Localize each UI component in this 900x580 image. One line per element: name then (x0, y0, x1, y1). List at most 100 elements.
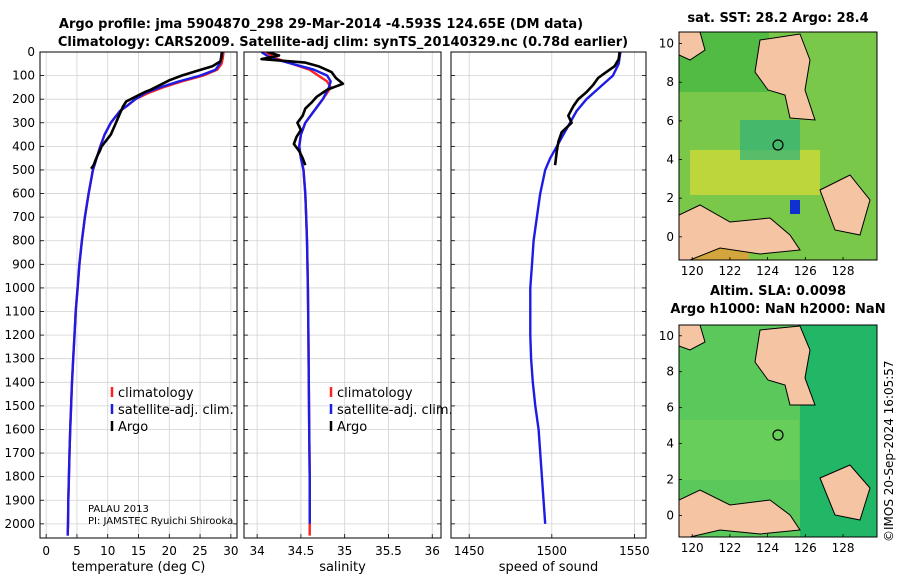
legend-label-argo: Argo (337, 420, 367, 435)
speed-of-sound-xtick-label: 1500 (537, 544, 568, 558)
salinity-xtick-label: 34.5 (288, 544, 315, 558)
temperature-series-argo (90, 52, 224, 170)
sst-map-lon-label: 126 (794, 264, 817, 278)
temperature-xtick-label: 5 (73, 544, 81, 558)
sla-map-lat-label: 4 (666, 437, 674, 451)
temperature-axes-box (39, 51, 238, 539)
sla-map-argo-marker (772, 429, 784, 441)
sla-map-lon-label: 126 (794, 541, 817, 555)
depth-tick-label: 1400 (4, 375, 35, 389)
sound-speed-xlabel: speed of sound (499, 560, 599, 575)
sst-map-panel: sat. SST: 28.2 Argo: 28.4 120 122 124 126 12… (659, 11, 878, 278)
depth-tick-label: 1300 (4, 352, 35, 366)
sst-map-lon-label: 124 (756, 264, 779, 278)
salinity-axes-box (243, 51, 442, 539)
sound-speed-plot-area (451, 52, 646, 538)
sla-map-lat-label: 0 (666, 508, 674, 522)
speed-of-sound-xtick-label: 1550 (619, 544, 650, 558)
depth-tick-label: 300 (12, 116, 35, 130)
sla-map-title-line-1: Altim. SLA: 0.0098 (710, 284, 846, 299)
sst-map-argo-marker (772, 139, 784, 151)
speed-of-sound-xtick-label: 1450 (454, 544, 485, 558)
temperature-xtick-label: 0 (42, 544, 50, 558)
sla-map-land-mindanao (754, 325, 816, 406)
salinity-xtick-label: 35.5 (375, 544, 402, 558)
sla-map-land-sulawesi (679, 489, 801, 537)
sst-map-lon-label: 120 (681, 264, 704, 278)
imos-credit: ©IMOS 20-Sep-2024 16:05:57 (882, 360, 896, 542)
platform-note-line2: PI: JAMSTEC Ryuichi Shirooka (88, 516, 233, 527)
sst-map-cool-spot (740, 120, 800, 160)
temperature-xlabel: temperature (deg C) (72, 560, 206, 575)
temperature-xtick-label: 20 (162, 544, 177, 558)
sla-map-land-halmahera (819, 464, 871, 521)
sla-map-light-region (679, 420, 799, 480)
sst-map-lat-label: 8 (666, 75, 674, 89)
salinity-series-argo (260, 52, 345, 166)
temperature-xtick-label: 10 (100, 544, 115, 558)
salinity-xlabel: salinity (319, 560, 366, 575)
legend-label-satellite: satellite-adj. clim. (337, 403, 453, 418)
sla-map-lon-label: 122 (718, 541, 741, 555)
temperature-series-satellite-adj-clim (66, 52, 223, 536)
temperature-panel: 0 5 10 15 20 25 300100200300400500600700800900… (4, 45, 238, 575)
sst-map-blue-pixel (790, 200, 800, 214)
speed-of-sound-series-satellite-adj-clim (529, 52, 622, 524)
depth-tick-label: 1900 (4, 493, 35, 507)
sla-map-lat-label: 2 (666, 473, 674, 487)
sla-map-lat-label: 6 (666, 401, 674, 415)
depth-tick-label: 1500 (4, 399, 35, 413)
sla-map-frame (678, 324, 878, 538)
sst-map-land-corner (679, 32, 706, 61)
sound-speed-axes-box (450, 51, 647, 539)
sla-map-title-line-2: Argo h1000: NaN h2000: NaN (670, 302, 885, 317)
sst-map-lon-label: 128 (832, 264, 855, 278)
platform-note-line1: PALAU 2013 (88, 504, 149, 515)
depth-tick-label: 400 (12, 139, 35, 153)
depth-tick-label: 900 (12, 257, 35, 271)
sst-map-land-mindanao (754, 33, 816, 121)
sla-map-lon-label: 124 (756, 541, 779, 555)
salinity-grid (244, 51, 441, 538)
title-line-2: Climatology: CARS2009. Satellite-adj cli… (58, 35, 628, 50)
salinity-xtick-label: 35 (337, 544, 352, 558)
sst-map-lat-label: 2 (666, 191, 674, 205)
temperature-xtick-label: 30 (223, 544, 238, 558)
depth-tick-label: 100 (12, 69, 35, 83)
sound-speed-panel: 1450 1500 1550 speed of sound (450, 51, 650, 575)
temperature-grid (40, 51, 237, 538)
sst-map-lat-label: 10 (659, 37, 674, 51)
salinity-xtick-label: 34 (249, 544, 264, 558)
legend-label-argo: Argo (118, 420, 148, 435)
depth-tick-label: 600 (12, 187, 35, 201)
legend-temperature: climatology satellite-adj. clim. Argo (110, 386, 234, 435)
salinity-panel: 34 34.5 35 35.5 36 salinity climatology sate… (243, 51, 453, 575)
sla-map-lat-label: 10 (659, 329, 674, 343)
sst-map-lat-label: 0 (666, 230, 674, 244)
title-line-1: Argo profile: jma 5904870_298 29-Mar-201… (59, 17, 583, 32)
sla-map-lon-label: 128 (832, 541, 855, 555)
salinity-plot-area (244, 52, 441, 538)
sla-map-lat-label: 8 (666, 365, 674, 379)
depth-tick-label: 200 (12, 92, 35, 106)
sst-map-land-halmahera (819, 174, 871, 236)
legend-label-climatology: climatology (118, 386, 194, 401)
legend-label-satellite: satellite-adj. clim. (118, 403, 234, 418)
sst-map-lat-label: 4 (666, 153, 674, 167)
sla-map-lon-label: 120 (681, 541, 704, 555)
temperature-xtick-label: 25 (192, 544, 207, 558)
depth-tick-label: 1600 (4, 422, 35, 436)
depth-tick-label: 1100 (4, 305, 35, 319)
salinity-xtick-label: 36 (425, 544, 440, 558)
legend-label-climatology: climatology (337, 386, 413, 401)
sla-map-land-corner (679, 325, 706, 351)
sst-map-lon-label: 122 (718, 264, 741, 278)
depth-tick-label: 1000 (4, 281, 35, 295)
speed-of-sound-series-argo (553, 52, 621, 166)
depth-tick-label: 0 (27, 45, 35, 59)
sla-map-panel: Altim. SLA: 0.0098 Argo h1000: NaN h2000… (659, 284, 886, 555)
temperature-xtick-label: 15 (131, 544, 146, 558)
sst-map-title: sat. SST: 28.2 Argo: 28.4 (687, 11, 868, 26)
depth-tick-label: 2000 (4, 517, 35, 531)
